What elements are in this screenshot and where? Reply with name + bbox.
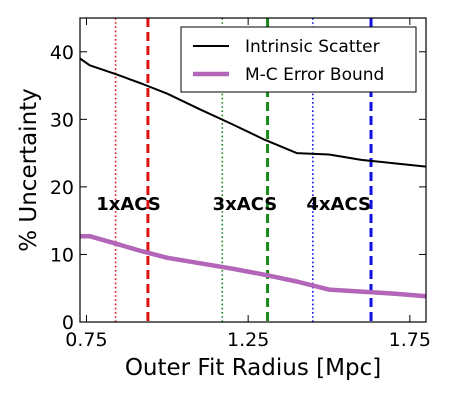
y-tick-label-0: 0 [62,312,74,334]
annotation-label-2: 4xACS [306,194,371,215]
y-tick-label-3: 30 [50,109,74,131]
annotation-label-0: 1xACS [96,194,161,215]
axis-ticks: 0.75 1.25 1.75 0 10 20 30 40 [50,18,431,351]
y-axis-label: % Uncertainty [16,88,42,252]
y-tick-label-2: 20 [50,177,74,199]
legend-label-intrinsic-scatter: Intrinsic Scatter [245,37,380,57]
series-line-1 [80,233,427,299]
annotation-label-1: 3xACS [213,194,278,215]
y-tick-label-1: 10 [50,244,74,266]
legend: Intrinsic Scatter M-C Error Bound [180,26,417,93]
legend-box [180,26,417,93]
y-tick-label-4: 40 [50,42,74,64]
series-line-0 [79,57,427,168]
x-tick-label-0: 0.75 [65,329,107,351]
x-tick-label-2: 1.75 [389,329,431,351]
series-lines [79,57,427,299]
x-axis-label: Outer Fit Radius [Mpc] [125,355,381,381]
x-tick-label-1: 1.25 [227,329,269,351]
legend-label-mc-error-bound: M-C Error Bound [245,65,384,85]
plot-frame [79,17,427,323]
annotations: 1xACS 3xACS 4xACS [96,194,371,215]
